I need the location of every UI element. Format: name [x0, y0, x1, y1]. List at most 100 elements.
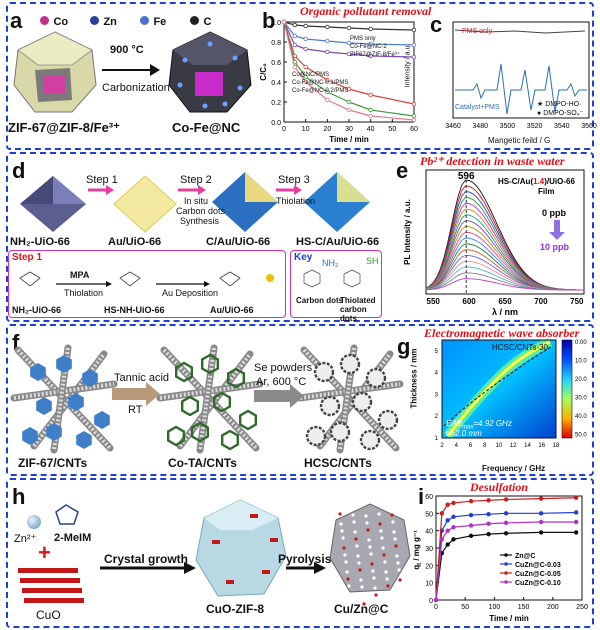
data-point [439, 537, 445, 542]
chart-g: 2 4 6 8 10 12 14 16 18123450.0010.020.030.040.05… [435, 337, 587, 449]
cuzn-particle [354, 537, 358, 541]
data-point [486, 512, 491, 517]
cuzn-particle [391, 520, 395, 524]
data-point [325, 38, 330, 44]
step2-sub-2: Carbon dots [176, 206, 226, 216]
thiolation-label: Thiolation [64, 288, 104, 298]
cuzn-particle [380, 536, 384, 540]
c-x-tick-label: 3500 [500, 123, 516, 130]
data-point [411, 113, 417, 119]
chart-c: 3460 3480 3500 3520 3540 3560 [445, 21, 597, 130]
e-film-pre: HS-C/Au( [498, 177, 533, 186]
c-pms-only: PMS only [462, 28, 492, 35]
caption-hcsc-cnts: HCSC/CNTs [304, 456, 372, 470]
cnt-scene [156, 344, 264, 454]
e-ylabel: PL Intensity / a.u. [403, 199, 412, 265]
carbonization-text: Carbonization [102, 82, 170, 94]
co-ta-shell [212, 391, 232, 413]
g-y-tick-label: 1 [435, 436, 439, 442]
label-b: b [262, 8, 276, 33]
g-eab: EABmax=4.92 GHz [446, 419, 512, 431]
data-point [445, 542, 450, 547]
data-point [368, 26, 373, 32]
cuzn-particle [355, 544, 359, 548]
i-legend-marker [504, 580, 508, 584]
legend-c: C [190, 12, 211, 30]
co-ta-shell [180, 395, 200, 417]
y-tick-label: 40 [425, 529, 433, 536]
c-xlabel: Mangetic feild / G [488, 136, 551, 145]
g-x-tick-label: 8 [483, 443, 487, 449]
panel-desulfation [6, 478, 594, 628]
e-frame [425, 169, 585, 295]
i-legend-entry: Zn@C [515, 553, 535, 560]
hcsc-shell [365, 367, 387, 389]
c-legend-so4: ● DMPO-SO₄⁻ [537, 110, 584, 117]
data-point [573, 519, 579, 525]
c-x-tick-label: 3480 [472, 123, 488, 130]
data-point [368, 92, 373, 98]
pl-curve [425, 278, 584, 291]
au-uio66-octahedron [113, 175, 177, 233]
cuzn-particle [351, 513, 355, 517]
cuzn-particle [343, 553, 347, 557]
g-x-tick-label: 16 [538, 443, 545, 449]
data-point [573, 495, 579, 500]
cuzn-particle [395, 554, 399, 558]
x-tick-label: 150 [518, 604, 530, 611]
zif67-polyhedron [13, 31, 97, 113]
e-x-tick-label: 600 [462, 297, 476, 306]
data-point [411, 54, 417, 60]
i-ylabel-unit: / mg g⁻¹ [412, 530, 421, 563]
step2-sub-1: In situ [184, 196, 209, 206]
x-tick-label: 30 [345, 126, 353, 133]
y-tick-label: 50 [425, 511, 433, 518]
cnt-scene [296, 344, 404, 454]
label-g: g [397, 334, 411, 359]
data-point [445, 528, 450, 533]
e-x-tick-label: 750 [570, 297, 584, 306]
cuzn-particle [344, 560, 348, 564]
y-tick-label: 20 [425, 563, 433, 570]
cuzn-particle [392, 530, 396, 534]
x-tick-label: 0 [434, 604, 438, 611]
i-legend-marker [504, 562, 508, 566]
cuzn-particle [384, 570, 388, 574]
mpa-label: MPA [70, 270, 90, 280]
cuzn-particle [371, 569, 375, 573]
cuzn-particle [340, 529, 344, 533]
au-deposition-label: Au Deposition [162, 288, 219, 298]
g-colorbar-label: 20.0 [575, 377, 587, 383]
c-x-tick-label: 3560 [581, 123, 597, 130]
i-xlabel: Time / min [489, 614, 529, 623]
cuzn-particle [368, 545, 372, 549]
cuzn-particle [378, 522, 382, 526]
data-point [346, 25, 352, 31]
caption-hs-c-au-uio66: HS-C/Au/UiO-66 [296, 236, 380, 248]
data-point [503, 531, 509, 536]
data-point [451, 514, 456, 519]
data-point [503, 511, 509, 516]
g-y-tick-label: 5 [435, 349, 439, 355]
zif67-hexagon [82, 369, 98, 387]
legend-co: Co [40, 12, 68, 30]
key-sh: SH [366, 256, 379, 266]
c-x-tick-label: 3460 [445, 123, 461, 130]
g-colorbar-label: 30.0 [575, 396, 587, 402]
g-y-tick-label: 3 [435, 392, 439, 398]
cuzn-particle [367, 538, 371, 542]
g-colorbar-label: 0.00 [575, 340, 587, 346]
panel-pb-detection [6, 152, 594, 322]
x-tick-label: 250 [576, 604, 588, 611]
cuzn-particle [339, 522, 343, 526]
g-x-tick-label: 10 [496, 443, 503, 449]
cuzn-particle [352, 520, 356, 524]
e-film-line2: Film [538, 187, 554, 196]
caption-cofe-nc: Co-Fe@NC [172, 120, 241, 135]
data-point [346, 107, 352, 113]
x-tick-label: 100 [489, 604, 501, 611]
e-xlabel: λ / nm [492, 307, 518, 317]
cnt-tube-pattern [299, 382, 401, 400]
cnt-scene [10, 344, 118, 454]
